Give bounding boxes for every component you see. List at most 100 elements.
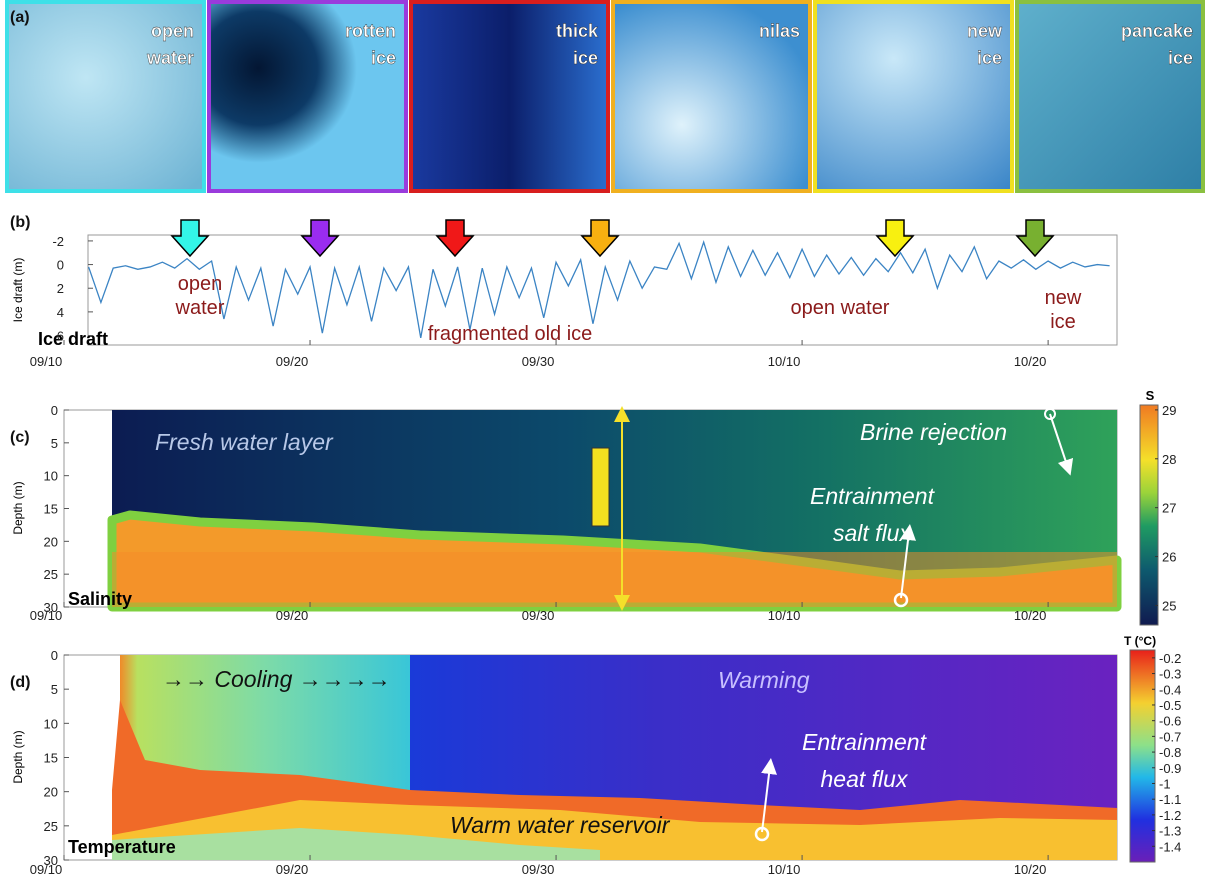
annotation: Entrainment	[802, 729, 928, 755]
annotation: new	[1045, 287, 1082, 309]
y-tick-label: 15	[44, 751, 58, 766]
heatmap	[112, 552, 1117, 607]
x-tick-label: 09/10	[30, 354, 63, 369]
annotation: rotten	[345, 21, 396, 41]
x-tick-label: 10/20	[1014, 862, 1047, 877]
y-axis-label: Depth (m)	[11, 730, 25, 783]
y-tick-label: 2	[57, 281, 64, 296]
y-tick-label: 25	[44, 819, 58, 834]
y-tick-label: 5	[51, 682, 58, 697]
heatmap	[112, 828, 600, 860]
colorbar-tick-label: -0.9	[1159, 761, 1181, 776]
colorbar-tick-label: 29	[1162, 403, 1176, 418]
colorbar-tick-label: -0.3	[1159, 667, 1181, 682]
photo	[409, 0, 610, 193]
x-tick-label: 09/10	[30, 608, 63, 623]
panel-name: Temperature	[68, 837, 176, 857]
annotation: ice	[1050, 311, 1076, 333]
photo	[207, 0, 408, 193]
annotation: fragmented old ice	[428, 323, 593, 345]
colorbar-tick-label: -1	[1159, 776, 1171, 791]
y-tick-label: 0	[51, 648, 58, 663]
y-tick-label: 10	[44, 716, 58, 731]
flux-arrow	[1049, 413, 1074, 476]
colorbar-tick-label: -0.5	[1159, 698, 1181, 713]
y-tick-label: 5	[51, 436, 58, 451]
colorbar-tick-label: 26	[1162, 550, 1176, 565]
annotation: thick	[556, 21, 599, 41]
colorbar-tick-label: 25	[1162, 598, 1176, 613]
annotation: Warming	[718, 667, 810, 693]
colorbar-tick-label: -0.6	[1159, 714, 1181, 729]
x-tick-label: 09/10	[30, 862, 63, 877]
y-tick-label: 25	[44, 567, 58, 582]
annotation: open water	[791, 297, 890, 319]
colorbar-tick-label: 28	[1162, 452, 1176, 467]
panel-name: Ice draft	[38, 329, 108, 349]
x-tick-label: 10/10	[768, 354, 801, 369]
flux-arrow	[761, 758, 777, 833]
panel-label: (d)	[10, 674, 30, 691]
colorbar-tick-label: -1.1	[1159, 792, 1181, 807]
annotation: ice	[371, 48, 396, 68]
annotation: →→ Cooling →→→→	[162, 666, 391, 692]
colorbar	[1139, 404, 1159, 626]
instrument	[591, 447, 610, 527]
y-tick-label: 30	[44, 853, 58, 868]
y-tick-label: 15	[44, 502, 58, 517]
photo	[5, 0, 206, 193]
annotation: ice	[1168, 48, 1193, 68]
y-tick-label: 0	[57, 258, 64, 273]
y-tick-label: 30	[44, 600, 58, 615]
annotation: salt flux	[833, 520, 912, 546]
annotation: nilas	[759, 21, 800, 41]
panel-label: (c)	[10, 429, 30, 446]
marker	[754, 826, 770, 842]
colorbar-tick-label: 27	[1162, 501, 1176, 516]
colorbar-tick-label: -0.8	[1159, 745, 1181, 760]
photo	[611, 0, 812, 193]
colorbar-tick-label: -1.3	[1159, 824, 1181, 839]
y-tick-label: -2	[52, 234, 64, 249]
colorbar	[1129, 649, 1156, 863]
annotation: Brine rejection	[860, 419, 1007, 445]
y-tick-label: 10	[44, 469, 58, 484]
x-tick-label: 09/30	[522, 862, 555, 877]
x-tick-label: 10/10	[768, 608, 801, 623]
colorbar-title: S	[1146, 388, 1155, 403]
ice-draft-line	[87, 239, 1110, 339]
annotation: heat flux	[821, 766, 909, 792]
annotation: water	[146, 48, 194, 68]
panel-label: (b)	[10, 214, 30, 231]
event-arrows	[170, 219, 1055, 258]
x-tick-label: 09/20	[276, 608, 309, 623]
annotation: open	[151, 21, 194, 41]
photo	[1015, 0, 1205, 193]
colorbar-title: T (°C)	[1124, 634, 1156, 648]
annotation: pancake	[1121, 21, 1193, 41]
x-tick-label: 09/30	[522, 354, 555, 369]
colorbar-tick-label: -1.2	[1159, 808, 1181, 823]
marker	[1044, 408, 1056, 420]
photo-row	[5, 0, 1205, 193]
annotation: Fresh water layer	[155, 429, 334, 455]
colorbar-tick-label: -1.4	[1159, 839, 1181, 854]
y-axis-label: Ice draft (m)	[11, 258, 25, 323]
colorbar-tick-label: -0.2	[1159, 651, 1181, 666]
x-tick-label: 09/20	[276, 862, 309, 877]
annotation: water	[175, 297, 225, 319]
annotation: ice	[977, 48, 1002, 68]
x-tick-label: 10/10	[768, 862, 801, 877]
panel-name: Salinity	[68, 589, 132, 609]
x-tick-label: 10/20	[1014, 354, 1047, 369]
x-tick-label: 10/20	[1014, 608, 1047, 623]
panel-label: (a)	[10, 9, 30, 26]
marker	[893, 592, 909, 608]
x-tick-label: 09/20	[276, 354, 309, 369]
y-tick-label: 4	[57, 305, 64, 320]
colorbar-tick-label: -0.7	[1159, 729, 1181, 744]
annotation: ice	[573, 48, 598, 68]
photo	[813, 0, 1014, 193]
y-axis-label: Depth (m)	[11, 481, 25, 534]
